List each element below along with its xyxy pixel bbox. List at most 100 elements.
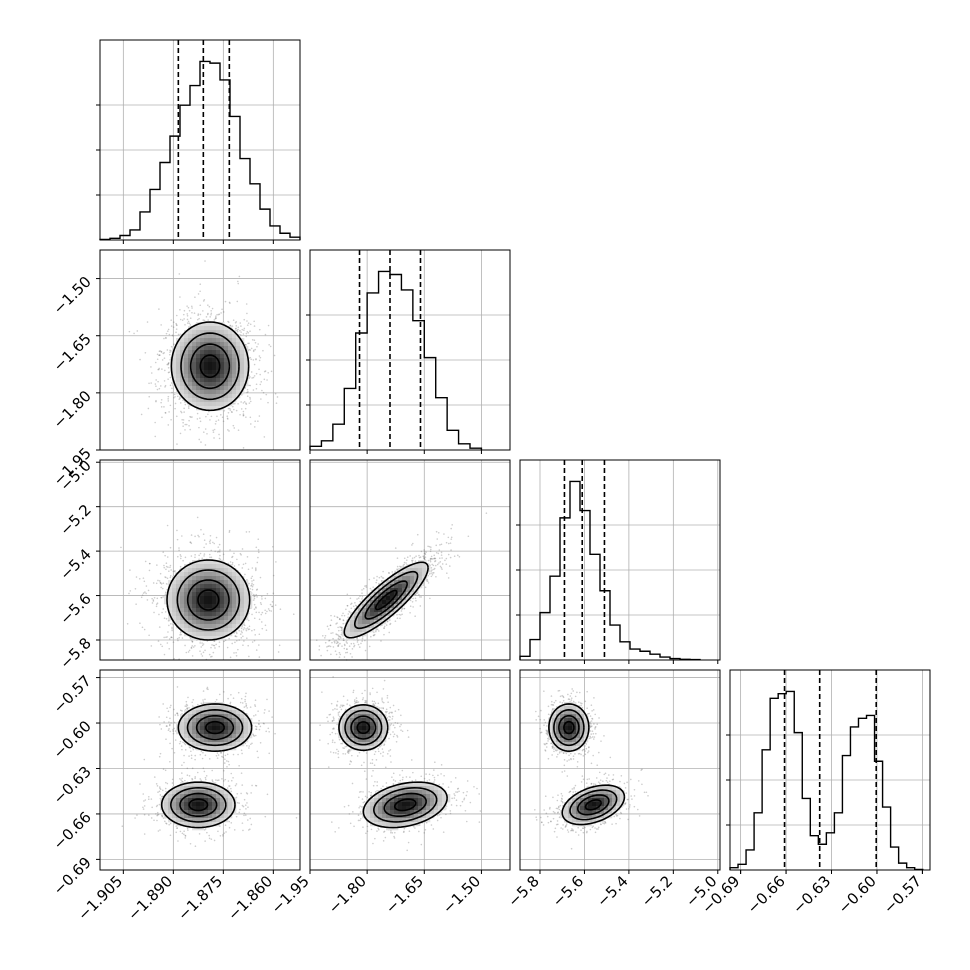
sample-point [200, 646, 203, 648]
sample-point [258, 368, 260, 371]
sample-point [244, 562, 247, 565]
sample-point [241, 394, 243, 396]
sample-point [235, 327, 237, 330]
sample-point [136, 330, 139, 332]
sample-point [160, 406, 163, 408]
sample-point [180, 555, 182, 558]
sample-point [242, 563, 245, 566]
sample-point [170, 350, 172, 352]
sample-point [227, 411, 230, 414]
sample-point [361, 640, 363, 642]
sample-point [229, 561, 232, 563]
sample-point [186, 305, 188, 307]
sample-point [236, 300, 239, 303]
sample-point [158, 368, 160, 371]
sample-point [263, 370, 266, 373]
sample-point [251, 588, 254, 591]
sample-point [202, 319, 205, 321]
sample-point [436, 538, 439, 540]
sample-point [150, 372, 153, 374]
sample-point [324, 641, 327, 644]
sample-point [215, 643, 217, 646]
sample-point [257, 551, 260, 554]
sample-point [253, 603, 256, 606]
sample-point [242, 413, 245, 415]
sample-point [422, 555, 424, 558]
sample-point [169, 566, 171, 569]
sample-point [194, 296, 196, 299]
sample-point [337, 641, 339, 644]
sample-point [246, 391, 248, 394]
sample-point [158, 354, 161, 356]
sample-point [128, 330, 131, 333]
sample-point [200, 653, 203, 655]
sample-point [450, 527, 452, 530]
sample-point [236, 329, 238, 332]
sample-point [343, 647, 346, 650]
sample-point [412, 597, 414, 600]
sample-point [168, 570, 170, 572]
sample-point [168, 353, 171, 356]
sample-point [264, 597, 267, 600]
sample-point [210, 549, 213, 552]
sample-point [378, 576, 381, 579]
sample-point [329, 645, 332, 648]
sample-point [336, 622, 338, 624]
sample-point [237, 282, 240, 285]
sample-point [206, 432, 208, 435]
sample-point [134, 588, 137, 590]
sample-point [189, 317, 192, 320]
sample-point [240, 331, 242, 333]
sample-point [359, 600, 361, 603]
sample-point [154, 421, 156, 424]
sample-point [426, 580, 429, 582]
sample-point [437, 552, 440, 555]
sample-point [162, 582, 165, 585]
sample-point [178, 398, 181, 400]
sample-point [223, 409, 226, 412]
sample-point [167, 378, 169, 380]
sample-point [219, 554, 221, 557]
sample-point [243, 318, 246, 321]
sample-point [146, 321, 149, 323]
sample-point [167, 395, 170, 398]
sample-point [242, 644, 244, 647]
sample-point [164, 411, 167, 414]
sample-point [260, 398, 262, 400]
sample-point [257, 420, 259, 422]
sample-point [258, 618, 261, 621]
sample-point [341, 626, 343, 629]
sample-point [243, 329, 245, 332]
sample-point [346, 642, 348, 644]
sample-point [333, 615, 336, 618]
sample-point [396, 613, 398, 616]
sample-point [140, 596, 143, 599]
sample-point [172, 641, 175, 643]
sample-point [399, 617, 401, 620]
sample-point [210, 309, 212, 312]
sample-point [247, 568, 250, 571]
sample-point [368, 645, 371, 648]
sample-point [228, 407, 231, 410]
sample-point [250, 358, 252, 361]
sample-point [249, 376, 251, 378]
sample-point [434, 560, 436, 563]
sample-point [157, 579, 159, 582]
sample-point [164, 386, 166, 388]
sample-point [361, 589, 363, 591]
sample-point [254, 595, 256, 598]
sample-point [181, 319, 184, 321]
sample-point [210, 656, 212, 658]
sample-point [190, 555, 193, 557]
sample-point [335, 640, 337, 642]
sample-point [199, 283, 202, 286]
sample-point [212, 431, 215, 433]
sample-point [207, 304, 209, 306]
sample-point [364, 649, 367, 652]
sample-point [346, 651, 349, 654]
sample-point [167, 362, 170, 365]
sample-point [162, 608, 165, 610]
sample-point [160, 350, 163, 353]
sample-point [253, 597, 256, 600]
sample-point [270, 370, 273, 373]
